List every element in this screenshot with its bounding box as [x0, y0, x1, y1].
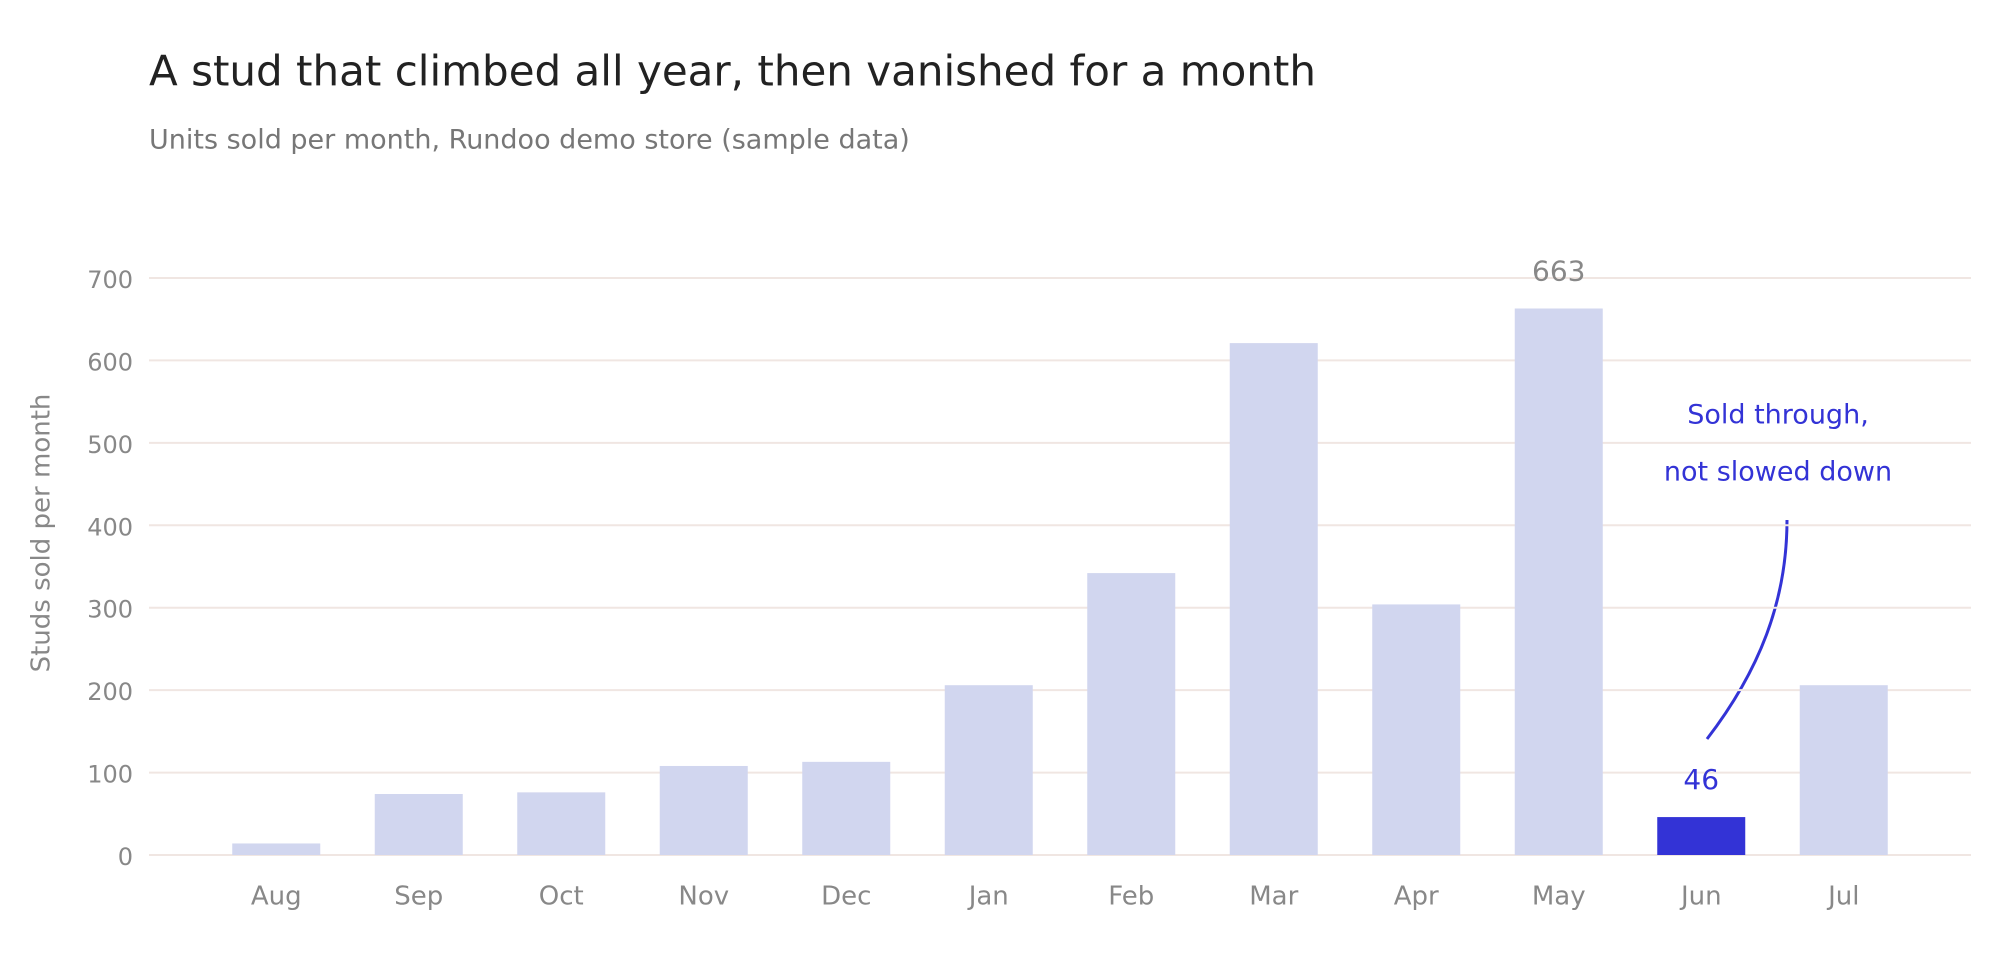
- x-tick-label: Apr: [1394, 882, 1439, 912]
- chart-title: A stud that climbed all year, then vanis…: [149, 47, 1316, 96]
- value-label: 46: [1683, 763, 1719, 796]
- x-tick-label: Jul: [1826, 882, 1859, 912]
- x-tick-label: Aug: [251, 882, 302, 912]
- annotation: not slowed down: [1664, 457, 1892, 488]
- bar: [802, 761, 891, 855]
- y-tick-label: 500: [87, 431, 133, 459]
- y-tick-label: 600: [87, 348, 133, 376]
- x-tick-label: Dec: [821, 882, 871, 912]
- bar: [1799, 685, 1888, 855]
- y-tick-label: 700: [87, 266, 133, 294]
- bar: [374, 794, 463, 855]
- bar: [1087, 573, 1176, 855]
- bar: [944, 685, 1033, 855]
- bar: [1229, 343, 1318, 855]
- y-tick-label: 0: [118, 843, 133, 871]
- annotation: Sold through,: [1687, 400, 1869, 431]
- x-tick-label: Mar: [1249, 882, 1298, 912]
- y-axis-title: Studs sold per month: [27, 394, 57, 673]
- x-tick-label: Feb: [1108, 882, 1154, 912]
- x-tick-label: Jun: [1679, 882, 1722, 912]
- value-label: 663: [1532, 254, 1585, 287]
- x-tick-label: Oct: [539, 882, 584, 912]
- x-tick-label: Sep: [394, 882, 443, 912]
- bar: [1372, 604, 1461, 855]
- y-tick-label: 200: [87, 678, 133, 706]
- annotation-arrow: [1705, 519, 1789, 740]
- x-tick-label: May: [1532, 882, 1586, 912]
- y-tick-label: 400: [87, 513, 133, 541]
- y-tick-label: 100: [87, 761, 133, 789]
- bar: [1514, 308, 1603, 856]
- bar: [659, 765, 748, 855]
- bar: [232, 843, 321, 855]
- x-tick-label: Nov: [678, 882, 729, 912]
- bar: [517, 792, 606, 855]
- bar: [1657, 817, 1746, 855]
- y-tick-label: 300: [87, 596, 133, 624]
- chart-subtitle: Units sold per month, Rundoo demo store …: [149, 125, 910, 156]
- x-tick-label: Jan: [967, 882, 1009, 912]
